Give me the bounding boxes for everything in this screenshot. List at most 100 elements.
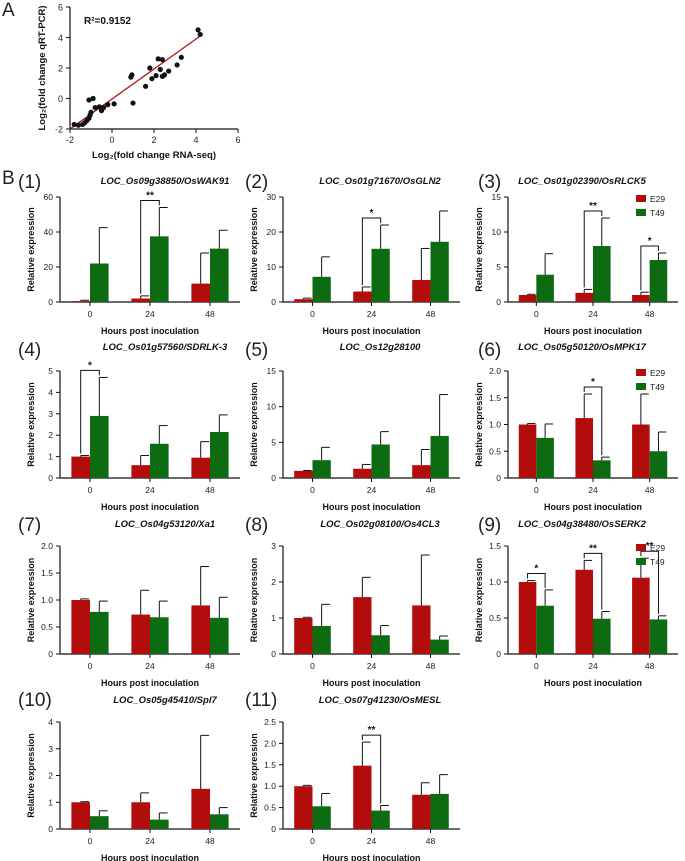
panel-label-a: A: [2, 0, 15, 21]
y-tick-label: 1.5: [489, 393, 501, 403]
scatter-plot-a: -2 0 2 4 6 -2 0 2 4 6 R²=0.9152 Log₂(fold change RN…: [37, 3, 241, 162]
y-tick-label: 0.5: [489, 446, 501, 456]
x-axis-label: Hours post inoculation: [323, 326, 421, 336]
bar-t49: [649, 619, 668, 654]
bar-t49: [649, 451, 668, 478]
scatter-point: [178, 54, 184, 60]
x-tick-label: 48: [426, 836, 436, 846]
y-tick-label: 2.0: [264, 738, 276, 748]
panel-label-2: (2): [245, 172, 268, 193]
scatter-y-tick-label: 2: [58, 64, 63, 74]
y-tick-label: 15: [492, 192, 502, 202]
bar-t49: [430, 793, 449, 829]
y-tick-label: 40: [44, 227, 54, 237]
bar-t49: [312, 625, 331, 654]
y-tick-label: 5: [48, 366, 53, 376]
bar-t49: [430, 241, 449, 302]
scatter-point: [96, 104, 102, 110]
y-tick-label: 1.5: [489, 541, 501, 551]
y-tick-label: 0: [48, 473, 53, 483]
gene-title-8: LOC_Os02g08100/Os4CL3: [320, 519, 440, 530]
panel-label-3: (3): [478, 172, 501, 193]
bar-chart-panel-10: (10) LOC_Os05g45410/Spl7 0 1 2 3 4 0 24 48 Hours p…: [18, 690, 240, 861]
bar-t49: [312, 460, 331, 478]
x-tick-label: 24: [145, 836, 155, 846]
bar-e29: [353, 468, 372, 478]
x-tick-label: 0: [310, 661, 315, 671]
bar-e29: [412, 279, 431, 302]
y-tick-label: 2: [48, 430, 53, 440]
x-axis-label: Hours post inoculation: [544, 502, 642, 512]
y-tick-label: 0: [271, 824, 276, 834]
bar-chart-panel-2: (2) LOC_Os01g71670/OsGLN2 0 10 20 30 0 24 48 Hour…: [245, 172, 460, 336]
y-tick-label: 0.5: [41, 622, 53, 632]
bar-e29: [294, 299, 313, 302]
panel-label-6: (6): [478, 340, 501, 361]
scatter-point: [86, 97, 92, 103]
y-tick-label: 3: [48, 409, 53, 419]
y-tick-label: 1.5: [264, 760, 276, 770]
bar-e29: [71, 301, 90, 302]
significance-mark: **: [589, 201, 597, 212]
y-tick-label: 20: [267, 227, 277, 237]
x-tick-label: 24: [367, 485, 377, 495]
y-tick-label: 1: [48, 797, 53, 807]
y-tick-label: 0: [496, 649, 501, 659]
y-tick-label: 2.5: [264, 717, 276, 727]
bar-e29: [294, 786, 313, 829]
bar-e29: [353, 291, 372, 302]
gene-title-2: LOC_Os01g71670/OsGLN2: [319, 176, 441, 187]
significance-bracket: [583, 386, 603, 456]
scatter-point: [174, 62, 180, 68]
significance-mark: *: [591, 377, 595, 388]
y-tick-label: 0: [496, 297, 501, 307]
panel-label-4: (4): [18, 340, 41, 361]
x-tick-label: 48: [205, 485, 215, 495]
bar-e29: [412, 794, 431, 829]
y-tick-label: 0: [48, 649, 53, 659]
x-axis-label: Hours post inoculation: [323, 678, 421, 688]
bar-t49: [371, 248, 390, 302]
panel-label-10: (10): [18, 690, 52, 711]
significance-mark: *: [534, 564, 538, 575]
y-axis-label: Relative expression: [249, 558, 259, 643]
bar-t49: [150, 819, 169, 829]
legend-swatch-t49: [636, 383, 646, 390]
y-tick-label: 1.0: [41, 595, 53, 605]
legend-label-e29: E29: [650, 368, 665, 378]
bar-e29: [294, 470, 313, 478]
bar-t49: [371, 635, 390, 654]
bar-e29: [294, 618, 313, 654]
bar-e29: [131, 614, 150, 654]
x-tick-label: 24: [367, 661, 377, 671]
bar-t49: [312, 276, 331, 302]
bar-e29: [353, 765, 372, 829]
bar-t49: [210, 431, 229, 478]
legend-label-e29: E29: [650, 543, 665, 553]
scatter-x-label: Log₂(fold change RNA-seq): [92, 150, 216, 161]
bar-e29: [191, 283, 210, 302]
x-tick-label: 48: [205, 661, 215, 671]
y-tick-label: 1.0: [489, 420, 501, 430]
gene-title-11: LOC_Os07g41230/OsMESL: [319, 695, 442, 706]
x-tick-label: 0: [534, 661, 539, 671]
y-tick-label: 0: [271, 297, 276, 307]
y-tick-label: 0.5: [264, 803, 276, 813]
y-axis-label: Relative expression: [249, 207, 259, 292]
x-tick-label: 48: [205, 309, 215, 319]
bar-t49: [312, 806, 331, 829]
x-tick-label: 0: [534, 485, 539, 495]
bar-t49: [649, 260, 668, 302]
bar-t49: [536, 274, 554, 302]
gene-title-5: LOC_Os12g28100: [340, 342, 422, 353]
y-tick-label: 2: [48, 771, 53, 781]
bar-chart-panel-6: (6) LOC_Os05g50120/OsMPK17 0 0.5 1.0 1.5 2.0 0 2…: [474, 340, 678, 512]
bar-e29: [131, 802, 150, 829]
bar-t49: [430, 639, 449, 654]
scatter-point: [195, 27, 201, 33]
significance-bracket: [527, 573, 546, 588]
scatter-x-tick-label: 2: [151, 135, 156, 145]
bar-t49: [210, 248, 229, 302]
y-axis-label: Relative expression: [474, 207, 484, 292]
